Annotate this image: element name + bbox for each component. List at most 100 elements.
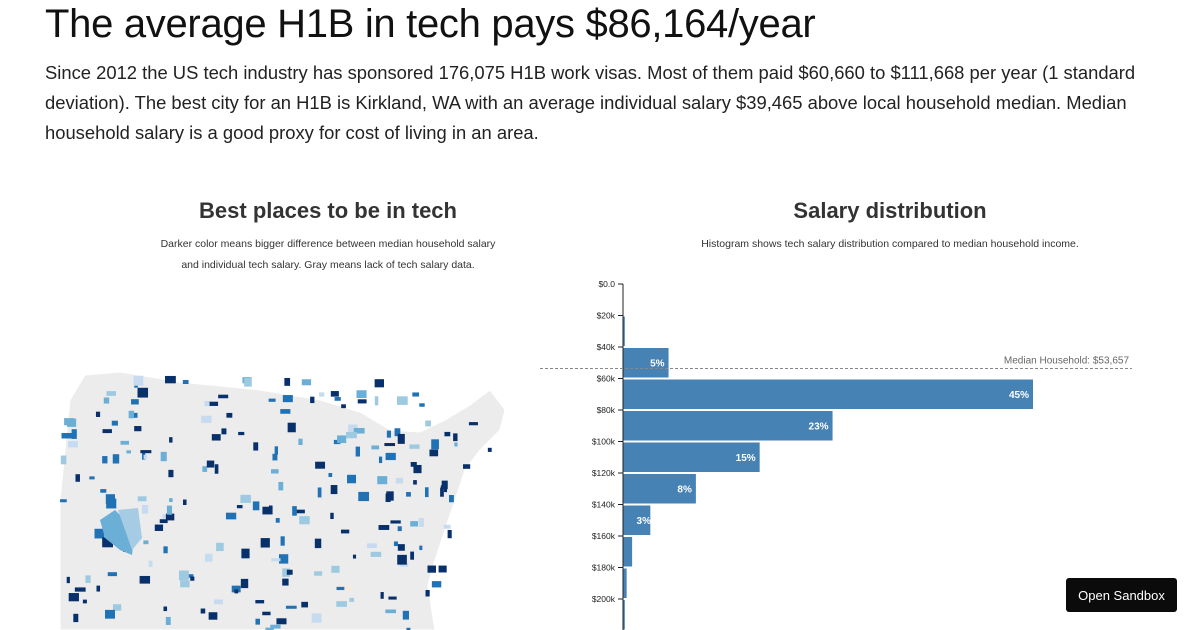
county-cell[interactable]	[282, 578, 289, 586]
county-cell[interactable]	[487, 447, 492, 452]
county-cell[interactable]	[276, 618, 287, 625]
county-cell[interactable]	[231, 585, 241, 593]
county-cell[interactable]	[105, 609, 116, 619]
county-cell[interactable]	[395, 477, 404, 484]
county-cell[interactable]	[371, 445, 380, 450]
county-cell[interactable]	[374, 396, 379, 406]
nevada-region[interactable]	[118, 508, 142, 550]
county-cell[interactable]	[112, 604, 122, 611]
county-cell[interactable]	[143, 540, 149, 545]
county-cell[interactable]	[165, 513, 175, 521]
county-cell[interactable]	[74, 587, 86, 592]
county-cell[interactable]	[137, 496, 147, 502]
county-cell[interactable]	[286, 569, 293, 575]
county-cell[interactable]	[315, 461, 326, 469]
county-cell[interactable]	[378, 525, 390, 530]
county-cell[interactable]	[337, 435, 347, 444]
county-cell[interactable]	[397, 433, 405, 444]
county-cell[interactable]	[201, 415, 212, 423]
county-cell[interactable]	[340, 529, 350, 534]
county-cell[interactable]	[314, 571, 323, 576]
county-cell[interactable]	[260, 538, 270, 548]
county-cell[interactable]	[301, 379, 312, 386]
county-cell[interactable]	[287, 422, 296, 433]
county-cell[interactable]	[429, 449, 439, 457]
county-cell[interactable]	[358, 491, 370, 502]
county-cell[interactable]	[424, 487, 429, 498]
county-cell[interactable]	[384, 443, 396, 447]
county-cell[interactable]	[278, 481, 284, 491]
county-cell[interactable]	[294, 509, 305, 514]
county-cell[interactable]	[397, 544, 405, 551]
county-cell[interactable]	[206, 460, 215, 468]
county-cell[interactable]	[160, 451, 167, 462]
county-cell[interactable]	[244, 377, 252, 387]
county-cell[interactable]	[397, 526, 402, 532]
county-cell[interactable]	[134, 426, 142, 432]
county-cell[interactable]	[412, 392, 420, 397]
county-cell[interactable]	[85, 575, 91, 584]
county-cell[interactable]	[182, 379, 189, 385]
county-cell[interactable]	[449, 495, 454, 503]
county-cell[interactable]	[96, 585, 101, 592]
county-cell[interactable]	[274, 446, 279, 455]
county-cell[interactable]	[345, 431, 357, 439]
county-cell[interactable]	[352, 554, 357, 559]
county-cell[interactable]	[100, 489, 107, 493]
county-cell[interactable]	[440, 485, 447, 489]
county-cell[interactable]	[75, 474, 80, 482]
county-cell[interactable]	[355, 446, 360, 457]
county-cell[interactable]	[463, 464, 471, 469]
county-cell[interactable]	[102, 537, 113, 548]
county-cell[interactable]	[272, 453, 278, 461]
county-cell[interactable]	[299, 516, 310, 525]
county-cell[interactable]	[402, 610, 409, 620]
county-cell[interactable]	[163, 606, 168, 612]
county-cell[interactable]	[453, 433, 458, 442]
county-cell[interactable]	[143, 454, 148, 460]
county-cell[interactable]	[73, 613, 79, 623]
county-cell[interactable]	[431, 439, 439, 450]
county-cell[interactable]	[396, 396, 408, 405]
county-cell[interactable]	[397, 554, 407, 565]
county-cell[interactable]	[374, 379, 384, 388]
county-cell[interactable]	[82, 599, 87, 604]
county-cell[interactable]	[71, 429, 77, 439]
county-cell[interactable]	[347, 474, 357, 484]
county-cell[interactable]	[271, 558, 281, 562]
county-cell[interactable]	[140, 450, 152, 454]
county-cell[interactable]	[112, 454, 120, 464]
county-cell[interactable]	[334, 397, 341, 401]
county-cell[interactable]	[162, 514, 168, 519]
county-cell[interactable]	[285, 605, 297, 609]
county-cell[interactable]	[169, 437, 173, 443]
county-cell[interactable]	[95, 411, 101, 417]
county-cell[interactable]	[409, 444, 420, 449]
county-cell[interactable]	[103, 397, 110, 404]
county-cell[interactable]	[282, 568, 290, 577]
county-cell[interactable]	[330, 391, 339, 397]
county-cell[interactable]	[216, 542, 224, 552]
county-cell[interactable]	[68, 593, 79, 602]
county-cell[interactable]	[178, 570, 189, 581]
county-cell[interactable]	[240, 494, 251, 503]
county-cell[interactable]	[385, 452, 396, 461]
county-cell[interactable]	[394, 428, 401, 437]
county-cell[interactable]	[348, 424, 358, 433]
county-cell[interactable]	[139, 575, 151, 584]
county-cell[interactable]	[221, 428, 227, 435]
county-cell[interactable]	[443, 524, 451, 529]
county-cell[interactable]	[255, 600, 265, 604]
county-cell[interactable]	[200, 608, 206, 614]
county-cell[interactable]	[310, 396, 315, 404]
county-cell[interactable]	[253, 442, 259, 451]
county-cell[interactable]	[317, 487, 322, 498]
county-cell[interactable]	[419, 545, 423, 551]
county-cell[interactable]	[419, 403, 425, 407]
county-cell[interactable]	[330, 512, 334, 520]
open-sandbox-button[interactable]: Open Sandbox	[1066, 578, 1177, 612]
county-cell[interactable]	[183, 499, 187, 506]
county-cell[interactable]	[133, 412, 138, 418]
county-cell[interactable]	[284, 377, 291, 386]
county-cell[interactable]	[208, 612, 218, 620]
